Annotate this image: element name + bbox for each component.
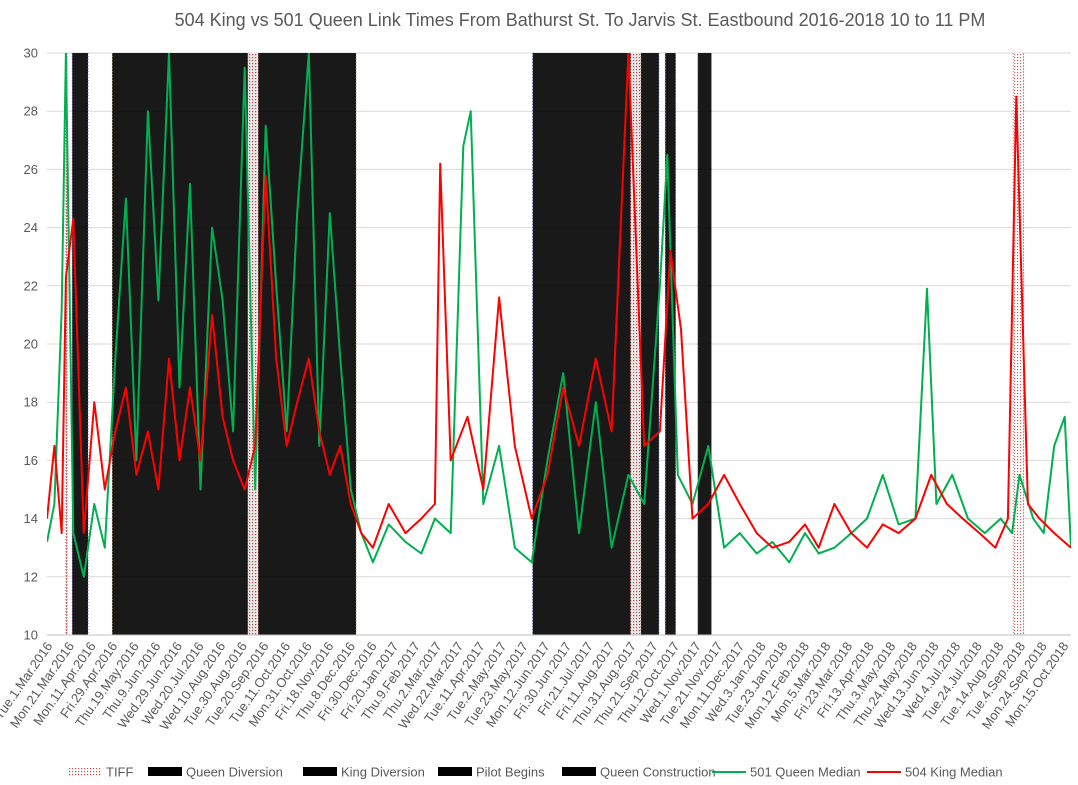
band-tiff: [247, 53, 259, 635]
y-tick-label: 14: [24, 511, 38, 526]
legend-swatch-queen-diversion: [148, 767, 182, 776]
legend-swatch-queen-construction: [562, 767, 596, 776]
y-tick-label: 24: [24, 220, 38, 235]
band-tiff: [1013, 53, 1024, 635]
band-pilot-begins: [697, 53, 712, 635]
y-tick-label: 28: [24, 104, 38, 119]
series-line-504-king-median: [47, 53, 1071, 549]
legend-swatch-pilot-begins: [438, 767, 472, 776]
legend-label-tiff: TIFF: [106, 765, 133, 780]
legend-label-504-king-median: 504 King Median: [905, 765, 1003, 780]
y-tick-label: 30: [24, 46, 38, 61]
band-king-diversion: [72, 53, 89, 635]
y-tick-label: 16: [24, 453, 38, 468]
legend-label-king-diversion: King Diversion: [341, 765, 425, 780]
band-queen-diversion: [112, 53, 357, 635]
legend-swatch-tiff: [68, 767, 102, 776]
legend-label-501-queen-median: 501 Queen Median: [750, 765, 861, 780]
band-queen-diversion: [665, 53, 676, 635]
legend-label-queen-construction: Queen Construction: [600, 765, 716, 780]
legend-swatch-king-diversion: [303, 767, 337, 776]
y-tick-label: 26: [24, 162, 38, 177]
y-tick-label: 12: [24, 569, 38, 584]
y-tick-label: 18: [24, 395, 38, 410]
chart-title: 504 King vs 501 Queen Link Times From Ba…: [174, 10, 986, 30]
y-tick-label: 22: [24, 278, 38, 293]
band-tiff: [630, 53, 642, 635]
y-tick-label: 20: [24, 337, 38, 352]
y-tick-label: 10: [24, 628, 38, 643]
series-line-501-queen-median: [47, 53, 1071, 578]
legend-label-pilot-begins: Pilot Begins: [476, 765, 545, 780]
legend-label-queen-diversion: Queen Diversion: [186, 765, 283, 780]
